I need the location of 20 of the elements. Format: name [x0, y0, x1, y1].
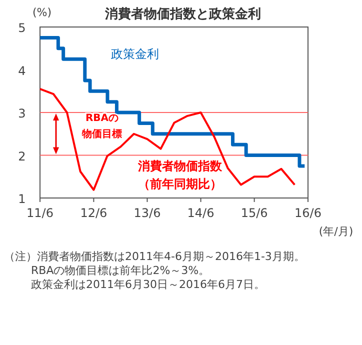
x-tick-label: 16/6	[294, 206, 322, 220]
text: RBAの物価目標は前年比2%～3%。	[31, 264, 210, 277]
x-tick-label: 14/6	[187, 206, 214, 220]
y-tick-label: 5	[18, 21, 26, 35]
x-tick-label: 11/6	[26, 206, 54, 220]
x-axis-title: (年/月)	[318, 225, 354, 238]
x-tick-label: 12/6	[80, 206, 108, 220]
text: 政策金利	[111, 47, 159, 61]
series-label: 消費者物価指数（前年同期比）	[137, 159, 223, 191]
y-axis-title: (%)	[32, 6, 52, 19]
y-tick-label: 4	[18, 64, 26, 78]
text: （注）消費者物価指数は2011年4-6月期～2016年1-3月期。	[4, 250, 305, 263]
y-tick-label: 3	[18, 106, 26, 120]
x-tick-label: 13/6	[134, 206, 161, 220]
chart-title: 消費者物価指数と政策金利	[104, 6, 261, 22]
y-tick-label: 1	[18, 192, 26, 206]
y-tick-label: 2	[18, 149, 26, 164]
x-tick-label: 15/6	[240, 206, 268, 220]
text: 政策金利は2011年6月30日～2016年6月7日。	[31, 278, 265, 291]
annotation: RBAの物価目標	[81, 113, 122, 140]
